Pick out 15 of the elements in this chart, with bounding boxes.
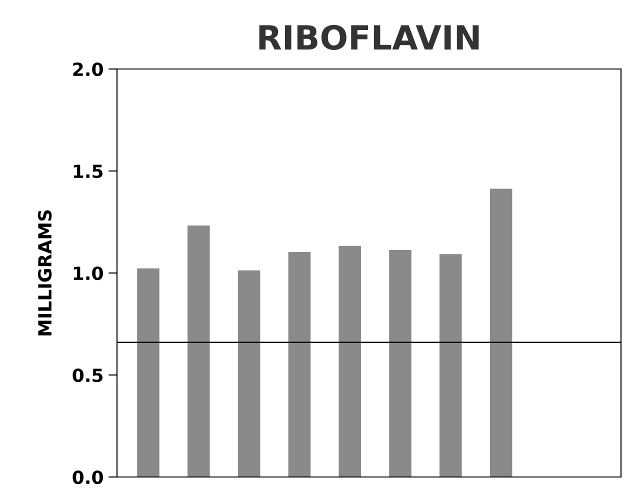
y-tick-label: 0.0	[72, 470, 103, 484]
bar	[238, 270, 260, 477]
bar	[188, 226, 210, 477]
y-tick-label: 1.5	[74, 164, 103, 178]
y-axis-title: MILLIGRAMS	[38, 210, 52, 336]
bar	[288, 252, 311, 477]
chart-title: RIBOFLAVIN	[259, 24, 479, 50]
y-tick-label: 0.5	[72, 368, 103, 382]
bar	[490, 188, 512, 477]
bar	[440, 254, 462, 477]
bar	[389, 250, 412, 477]
y-tick-label: 2.0	[73, 62, 103, 76]
bar	[137, 268, 160, 477]
bar	[338, 246, 361, 477]
y-tick-label: 1.0	[74, 266, 103, 280]
